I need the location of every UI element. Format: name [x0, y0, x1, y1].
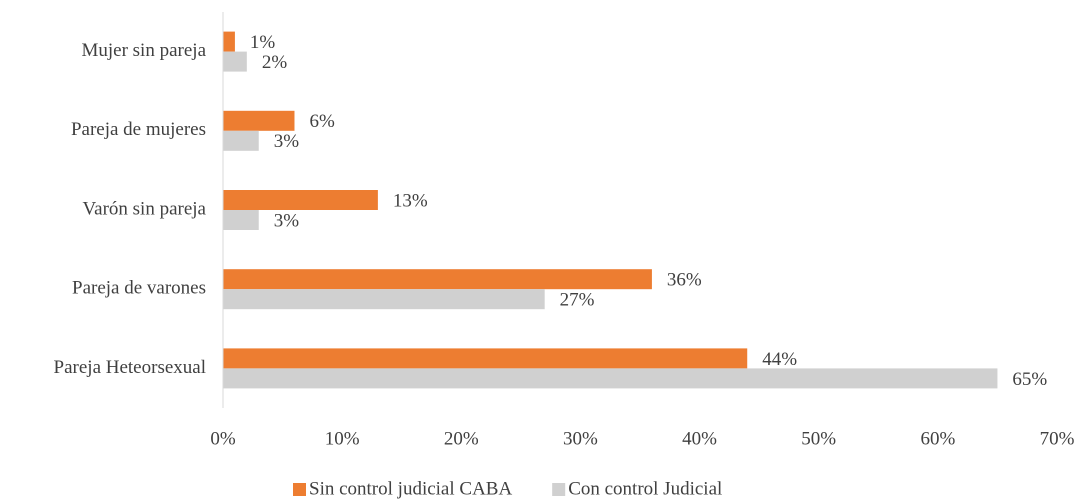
value-label: 3%: [274, 131, 300, 152]
y-tick-label: Pareja de mujeres: [71, 119, 206, 140]
bar: [223, 51, 247, 72]
x-tick-label: 40%: [682, 428, 717, 449]
x-tick-label: 70%: [1040, 428, 1075, 449]
legend-label: Sin control judicial CABA: [309, 478, 512, 499]
bar: [223, 190, 378, 210]
y-tick-label: Mujer sin pareja: [81, 40, 206, 61]
value-label: 13%: [393, 190, 428, 211]
x-tick-label: 10%: [325, 428, 360, 449]
bar: [223, 289, 545, 310]
value-label: 6%: [309, 111, 335, 132]
x-tick-label: 20%: [444, 428, 479, 449]
legend-swatch: [293, 483, 306, 496]
y-tick-label: Varón sin pareja: [83, 198, 207, 219]
y-tick-label: Pareja Heteorsexual: [54, 357, 206, 378]
bar: [223, 368, 998, 389]
bar: [223, 210, 259, 230]
legend-swatch: [552, 483, 566, 496]
value-label: 3%: [274, 210, 300, 231]
legend-label: Con control Judicial: [568, 478, 722, 499]
value-label: 36%: [667, 270, 702, 291]
bar: [223, 31, 235, 52]
bar: [223, 110, 295, 131]
value-label: 1%: [250, 32, 276, 53]
x-tick-label: 30%: [563, 428, 598, 449]
x-tick-label: 0%: [210, 428, 236, 449]
value-label: 2%: [262, 52, 288, 73]
bar: [223, 269, 652, 290]
bar: [223, 348, 748, 369]
value-label: 27%: [560, 290, 595, 311]
value-label: 44%: [762, 349, 797, 370]
value-label: 65%: [1012, 369, 1047, 390]
bar: [223, 130, 259, 151]
x-tick-label: 60%: [920, 428, 955, 449]
x-tick-label: 50%: [801, 428, 836, 449]
y-tick-label: Pareja de varones: [72, 278, 206, 299]
